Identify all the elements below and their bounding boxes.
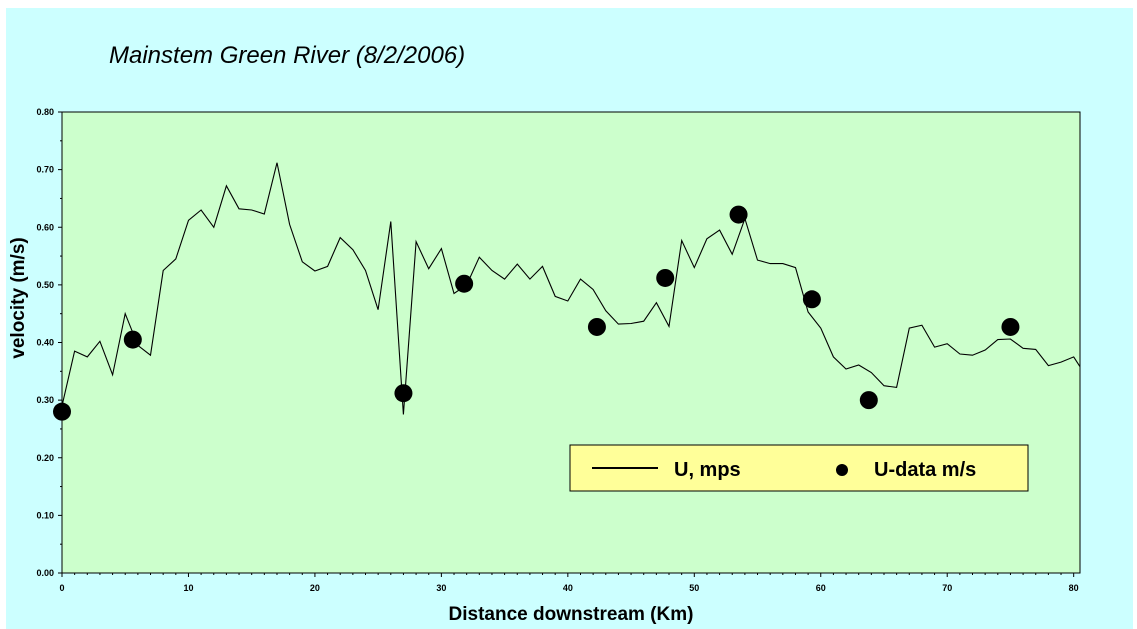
data-point	[656, 268, 675, 287]
plot-area	[61, 111, 1081, 574]
x-tick-label: 60	[816, 583, 826, 593]
y-tick-label: 0.00	[36, 568, 54, 578]
y-axis-label: velocity (m/s)	[8, 237, 29, 358]
x-tick-label: 20	[310, 583, 320, 593]
x-axis-label: Distance downstream (Km)	[449, 604, 694, 625]
legend: U, mps U-data m/s	[569, 444, 1029, 492]
y-axis: 0.00 0.10 0.20 0.30 0.40 0.50 0.60 0.70 0.80	[36, 107, 62, 578]
chart-title: Mainstem Green River (8/2/2006)	[109, 42, 465, 69]
y-tick-label: 0.40	[36, 338, 54, 348]
x-axis: 0 10 20 30 40 50 60 70 80	[59, 573, 1079, 593]
y-tick-label: 0.70	[36, 165, 54, 175]
series-line-u-mps	[61, 162, 1081, 415]
legend-label-u-data: U-data m/s	[874, 459, 976, 481]
series-points-u-data	[53, 205, 1020, 421]
y-tick-label: 0.50	[36, 280, 54, 290]
y-tick-label: 0.20	[36, 453, 54, 463]
x-tick-label: 0	[59, 583, 64, 593]
y-tick-label: 0.80	[36, 107, 54, 117]
x-tick-label: 10	[183, 583, 193, 593]
chart: Mainstem Green River (8/2/2006) 0.00 0.10…	[8, 42, 1081, 625]
x-tick-label: 40	[563, 583, 573, 593]
x-tick-label: 80	[1069, 583, 1079, 593]
y-tick-label: 0.30	[36, 395, 54, 405]
x-tick-label: 70	[942, 583, 952, 593]
x-tick-label: 50	[689, 583, 699, 593]
data-point	[587, 317, 606, 336]
legend-point-swatch	[836, 464, 848, 476]
data-point	[394, 384, 413, 403]
data-point	[1001, 317, 1020, 336]
data-point	[123, 330, 142, 349]
data-point	[455, 274, 474, 293]
legend-label-u-mps: U, mps	[674, 459, 741, 481]
y-tick-label: 0.60	[36, 222, 54, 232]
data-point	[859, 391, 878, 410]
data-point	[729, 205, 748, 224]
data-point	[53, 402, 71, 421]
y-tick-label: 0.10	[36, 510, 54, 520]
data-point	[802, 290, 821, 309]
x-tick-label: 30	[436, 583, 446, 593]
chart-frame: Mainstem Green River (8/2/2006) 0.00 0.10…	[6, 8, 1133, 629]
